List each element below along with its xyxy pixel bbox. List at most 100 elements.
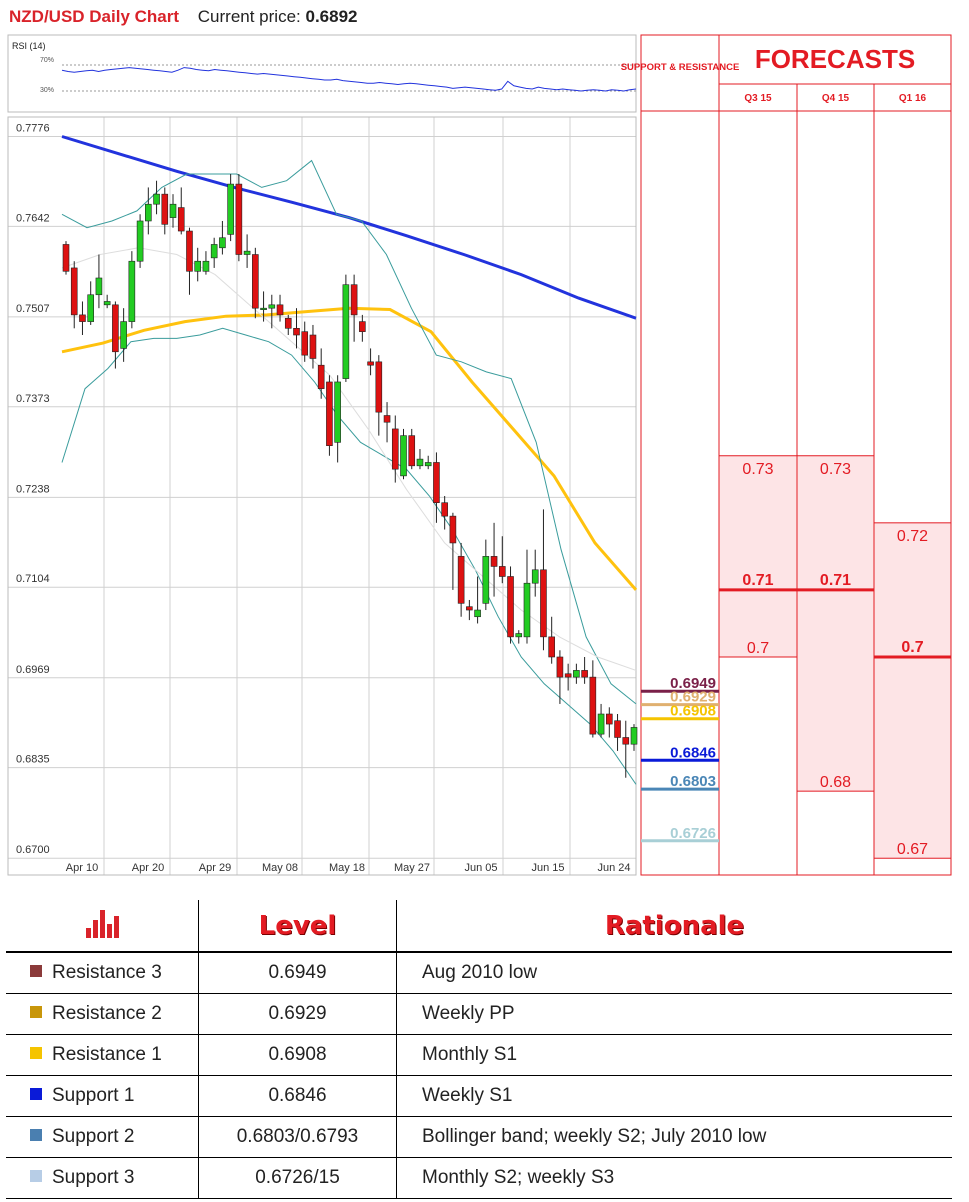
forecast-range [873, 522, 952, 859]
x-tick-label: Apr 20 [132, 862, 164, 874]
bar-chart-icon [86, 908, 126, 938]
row-level: 0.6929 [198, 993, 397, 1035]
candle [573, 663, 580, 684]
table-row: Resistance 2 0.6929 Weekly PP [6, 993, 952, 1035]
forecast-range [796, 455, 875, 792]
row-level: 0.6908 [198, 1034, 397, 1076]
forecast-col-label: Q3 15 [744, 93, 772, 104]
candle [589, 660, 597, 738]
col-level-header: Level [198, 900, 397, 953]
candle [293, 308, 300, 349]
candle [449, 512, 457, 590]
forecast-panel: SUPPORT & RESISTANCE FORECASTS Q3 15 0.73 0.… [621, 34, 952, 876]
indicator-line-3 [61, 159, 637, 705]
y-tick-label: 0.7373 [16, 393, 50, 405]
candle [424, 455, 432, 470]
forecast-col-label: Q4 15 [822, 93, 850, 104]
candle [186, 227, 193, 295]
y-tick-label: 0.6835 [16, 754, 50, 766]
row-name: Resistance 2 [6, 993, 199, 1035]
candle [383, 402, 391, 443]
candle [597, 703, 605, 738]
y-tick-label: 0.7238 [16, 483, 50, 495]
candle [375, 355, 383, 436]
table-row: Support 1 0.6846 Weekly S1 [6, 1075, 952, 1117]
table-row: Resistance 3 0.6949 Aug 2010 low [6, 952, 952, 994]
candle [433, 452, 440, 523]
candle [416, 449, 424, 470]
candle [227, 174, 234, 242]
candle [169, 194, 177, 228]
y-axis: 0.7776 0.7642 0.7507 0.7373 0.7238 0.7104 0.69… [16, 122, 50, 856]
forecast-low: 0.7 [747, 640, 769, 657]
candle [103, 294, 111, 309]
forecast-median: 0.71 [742, 572, 773, 589]
x-tick-label: May 27 [394, 862, 430, 874]
candle [252, 247, 259, 319]
chart-title: NZD/USD Daily Chart [9, 7, 180, 26]
candle [482, 539, 490, 611]
row-rationale: Weekly PP [396, 993, 952, 1035]
candle [342, 274, 350, 382]
table-row: Support 2 0.6803/0.6793 Bollinger band; we… [6, 1116, 952, 1158]
forecast-high: 0.73 [820, 461, 851, 478]
candle [441, 496, 448, 530]
price-panel [7, 116, 637, 876]
candle [457, 542, 465, 617]
candle [614, 714, 621, 751]
y-tick-label: 0.6969 [16, 664, 50, 676]
x-tick-label: May 08 [262, 862, 298, 874]
candle [243, 234, 251, 268]
row-swatch [30, 1128, 42, 1141]
candle [350, 274, 358, 342]
row-level: 0.6846 [198, 1075, 397, 1117]
candle [161, 187, 169, 235]
candle [523, 549, 531, 644]
candle [515, 630, 523, 644]
row-name: Support 1 [6, 1075, 199, 1117]
candle [219, 220, 226, 255]
table-icon-cell [6, 900, 199, 953]
candle [177, 187, 185, 235]
candle [391, 415, 399, 483]
rsi-line [61, 67, 637, 92]
y-tick-label: 0.7507 [16, 303, 50, 315]
level-label: 0.6929 [670, 689, 716, 706]
rsi-lower-label: 30% [40, 87, 54, 94]
x-tick-label: Jun 24 [597, 862, 630, 874]
row-rationale: Aug 2010 low [396, 952, 952, 994]
y-tick-label: 0.6700 [16, 844, 50, 856]
candle [630, 724, 638, 751]
forecast-high: 0.73 [742, 461, 773, 478]
level-label: 0.6908 [670, 703, 716, 720]
row-level: 0.6949 [198, 952, 397, 994]
row-rationale: Monthly S2; weekly S3 [396, 1157, 952, 1199]
forecast-range [718, 455, 798, 658]
rsi-upper-label: 70% [40, 57, 54, 64]
row-level: 0.6803/0.6793 [198, 1116, 397, 1158]
y-tick-label: 0.7642 [16, 212, 50, 224]
sr-header: SUPPORT & RESISTANCE [621, 62, 740, 73]
candle [268, 294, 276, 329]
candle [194, 247, 202, 282]
candle [62, 241, 70, 275]
candle [359, 314, 366, 342]
x-tick-label: Apr 29 [199, 862, 231, 874]
table-header-row: Level Rationale [6, 900, 952, 953]
levels-table: Level Rationale Resistance 3 0.6949 Aug 20… [6, 900, 952, 1199]
y-tick-label: 0.7104 [16, 573, 50, 585]
col-rationale-header: Rationale [396, 900, 952, 953]
candle [301, 321, 309, 362]
forecast-median: 0.71 [820, 572, 851, 589]
candle [564, 663, 572, 691]
row-rationale: Weekly S1 [396, 1075, 952, 1117]
row-name: Support 3 [6, 1157, 199, 1199]
candle [112, 301, 119, 369]
candle [540, 509, 547, 651]
candle [400, 428, 407, 480]
chart-area: RSI (14) 70% 30% 0.7776 0.7642 0.7507 0.737… [7, 34, 952, 876]
x-tick-label: Apr 10 [66, 862, 98, 874]
candle [87, 281, 94, 325]
current-price-label: Current price: [197, 7, 301, 26]
candle [309, 324, 317, 369]
